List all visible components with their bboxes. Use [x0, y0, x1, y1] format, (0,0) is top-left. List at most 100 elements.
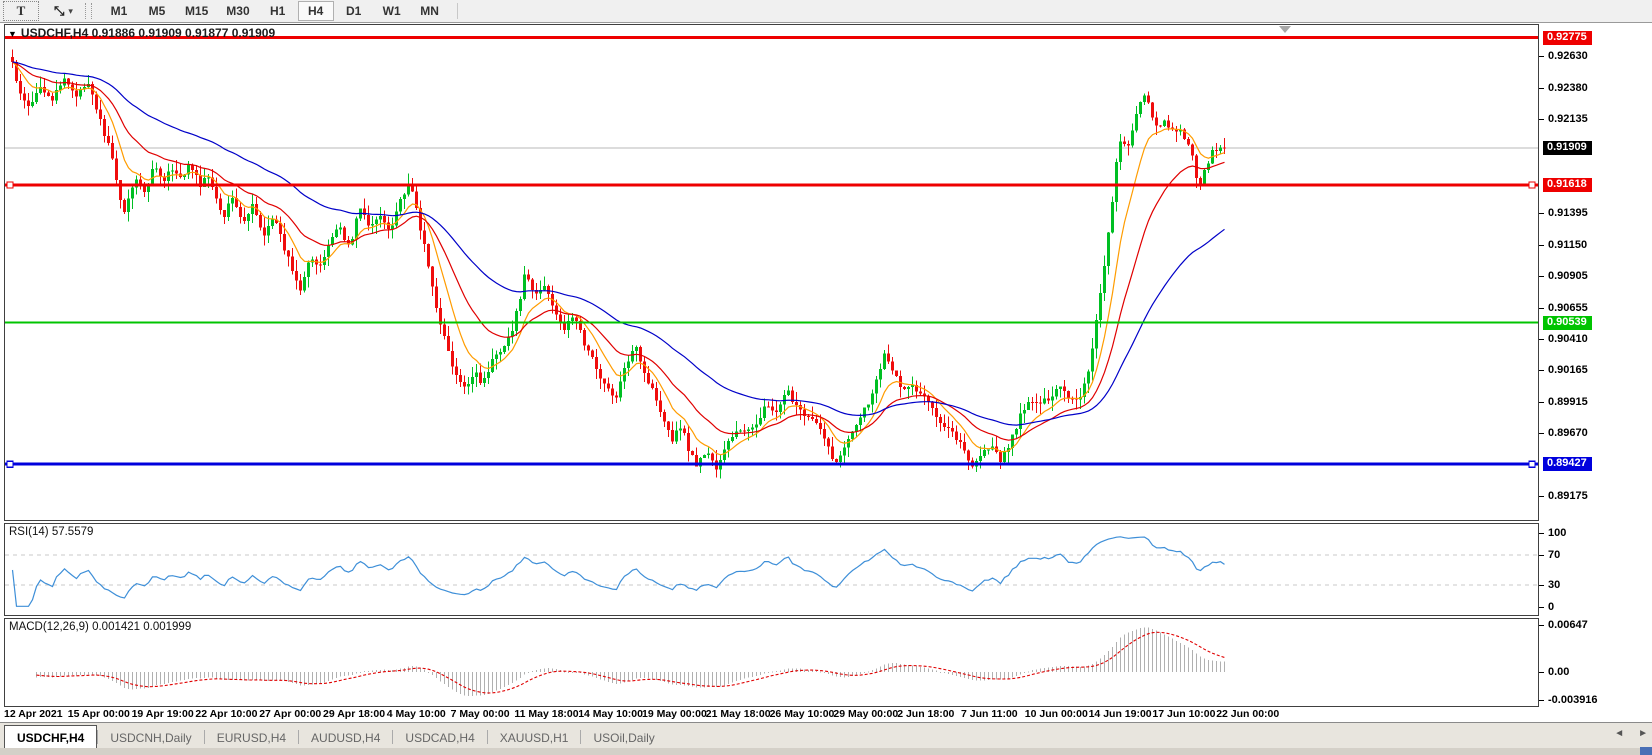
axis-tick-mark [1539, 244, 1544, 246]
chart-tab-usoil[interactable]: USOil,Daily [593, 731, 655, 745]
macd-tick-label: -0.003916 [1548, 694, 1598, 706]
price-tick-label: 0.89915 [1548, 396, 1588, 408]
chart-tab-usdchf[interactable]: USDCHF,H4 [4, 725, 98, 749]
tab-divider [486, 730, 488, 744]
axis-tick-mark [1539, 585, 1544, 586]
chart-title[interactable]: ▼ USDCHF,H4 0.91886 0.91909 0.91877 0.919… [8, 26, 275, 40]
time-label: 22 Jun 00:00 [1216, 708, 1280, 720]
price-tick-label: 0.91395 [1548, 207, 1588, 220]
time-label: 14 Jun 19:00 [1088, 708, 1152, 720]
price-tick-label: 0.89175 [1548, 490, 1588, 503]
time-label: 17 Jun 10:00 [1152, 708, 1216, 720]
time-label: 7 Jun 11:00 [961, 708, 1018, 720]
chart-tab-xauusd[interactable]: XAUUSD,H1 [499, 731, 569, 745]
macd-label: MACD(12,26,9) 0.001421 0.001999 [9, 621, 192, 633]
timeframe-button-m15[interactable]: M15 [184, 4, 209, 18]
axis-tick-mark [1539, 370, 1544, 372]
timeframe-button-w1[interactable]: W1 [382, 4, 401, 18]
axis-tick-mark [1539, 625, 1544, 626]
axis-tick-mark [1539, 213, 1544, 215]
axis-tick-mark [1539, 672, 1544, 673]
dropdown-arrow-icon: ▾ [68, 5, 73, 16]
time-label: 7 May 00:00 [450, 708, 510, 720]
tab-divider [298, 730, 300, 744]
toolbar-grip[interactable] [84, 3, 92, 19]
time-label: 15 Apr 00:00 [67, 708, 130, 720]
rsi-indicator-panel[interactable] [4, 523, 1539, 616]
chart-title-dropdown-icon[interactable]: ▼ [8, 29, 17, 39]
toolbar: T ⤡ ▾ M1 M5 M15 M30 H1 H4 D1 W1 MN [0, 0, 1652, 23]
tab-divider [203, 730, 205, 744]
timeframe-button-m1[interactable]: M1 [110, 4, 128, 18]
timeframe-button-mn[interactable]: MN [420, 4, 439, 18]
axis-tick-mark [1539, 496, 1544, 498]
chart-tab-bar: USDCHF,H4 USDCNH,Daily EURUSD,H4 AUDUSD,H4 U… [0, 722, 1652, 749]
price-tick-label: 0.90905 [1548, 269, 1588, 282]
bottom-right-corner [1640, 747, 1652, 755]
axis-tick-mark [1539, 700, 1544, 701]
time-label: 19 Apr 19:00 [131, 708, 194, 720]
tab-divider [392, 730, 394, 744]
timeframe-button-h1[interactable]: H1 [269, 4, 286, 18]
chart-tab-eurusd[interactable]: EURUSD,H4 [216, 731, 287, 745]
timeframe-button-m30[interactable]: M30 [226, 4, 250, 18]
price-tick-label: 0.92380 [1548, 82, 1588, 94]
time-label: 26 May 10:00 [769, 708, 835, 720]
rsi-tick-label: 30 [1548, 579, 1561, 591]
macd-chart[interactable] [5, 619, 1538, 706]
axis-tick-mark [1539, 56, 1544, 58]
timeframe-button-m5[interactable]: M5 [148, 4, 166, 18]
axis-tick-mark [1539, 338, 1544, 340]
price-chart-panel[interactable] [4, 24, 1539, 521]
axis-tick-mark [1539, 119, 1544, 121]
axis-tick-mark [1539, 88, 1544, 89]
rsi-chart[interactable] [5, 524, 1538, 615]
chart-tab-usdcad[interactable]: USDCAD,H4 [405, 731, 475, 745]
price-badge-0.90539: 0.90539 [1543, 315, 1592, 330]
chart-tab-audusd[interactable]: AUDUSD,H4 [311, 731, 381, 745]
tab-scroll-right-icon[interactable]: ► [1638, 728, 1648, 739]
text-tool-button[interactable]: T [3, 1, 39, 21]
price-tick-label: 0.91150 [1548, 238, 1588, 251]
cursor-tool-button[interactable]: ⤡ ▾ [54, 3, 73, 19]
axis-tick-mark [1539, 402, 1544, 403]
time-label: 11 May 18:00 [514, 708, 579, 720]
crosshair-tool-icon: ⤡ [54, 3, 65, 18]
macd-tick-label: 0.00647 [1548, 619, 1588, 631]
chart-ohlc-values: 0.91886 0.91909 0.91877 0.91909 [91, 26, 276, 40]
time-label: 27 Apr 00:00 [259, 708, 322, 720]
status-strip [0, 748, 1652, 755]
price-badge-0.92775: 0.92775 [1543, 30, 1592, 45]
price-tick-label: 0.92135 [1548, 113, 1588, 126]
price-badge-0.89427: 0.89427 [1543, 457, 1592, 472]
price-badge-0.91909: 0.91909 [1543, 141, 1592, 155]
price-scale[interactable]: 0.92630 0.92380 0.92135 0.91395 0.91150 0.909… [1539, 24, 1652, 707]
axis-tick-mark [1539, 433, 1544, 435]
timeframe-button-h4[interactable]: H4 [297, 1, 334, 21]
rsi-label: RSI(14) 57.5579 [9, 526, 94, 538]
timeframe-button-d1[interactable]: D1 [345, 4, 362, 18]
time-label: 21 May 18:00 [705, 708, 771, 720]
macd-tick-label: 0.00 [1548, 666, 1570, 678]
axis-tick-mark [1539, 533, 1544, 534]
time-axis[interactable]: 12 Apr 2021 15 Apr 00:00 19 Apr 19:00 22 Ap… [4, 707, 1539, 722]
macd-indicator-panel[interactable] [4, 618, 1539, 707]
candlestick-chart[interactable] [5, 25, 1538, 520]
time-label: 29 Apr 18:00 [323, 708, 386, 720]
price-tick-label: 0.92630 [1548, 50, 1588, 63]
tabs: USDCHF,H4 USDCNH,Daily EURUSD,H4 AUDUSD,H4 U… [0, 725, 667, 749]
axis-tick-mark [1539, 307, 1544, 309]
tab-scroll-left-icon[interactable]: ◄ [1614, 728, 1625, 739]
price-tick-label: 0.90410 [1548, 332, 1588, 345]
tab-scroll-controls: ◄ ► [1614, 728, 1648, 739]
rsi-tick-label: 0 [1548, 601, 1555, 613]
time-label: 29 May 00:00 [833, 708, 899, 720]
chart-symbol-period: USDCHF,H4 [20, 26, 89, 40]
chart-shift-marker[interactable] [1279, 26, 1291, 33]
price-tick-label: 0.89670 [1548, 427, 1588, 440]
chart-tab-usdcnh[interactable]: USDCNH,Daily [110, 731, 192, 745]
toolbar-separator [456, 3, 458, 19]
axis-tick-mark [1539, 555, 1544, 556]
time-label: 14 May 10:00 [578, 708, 643, 720]
